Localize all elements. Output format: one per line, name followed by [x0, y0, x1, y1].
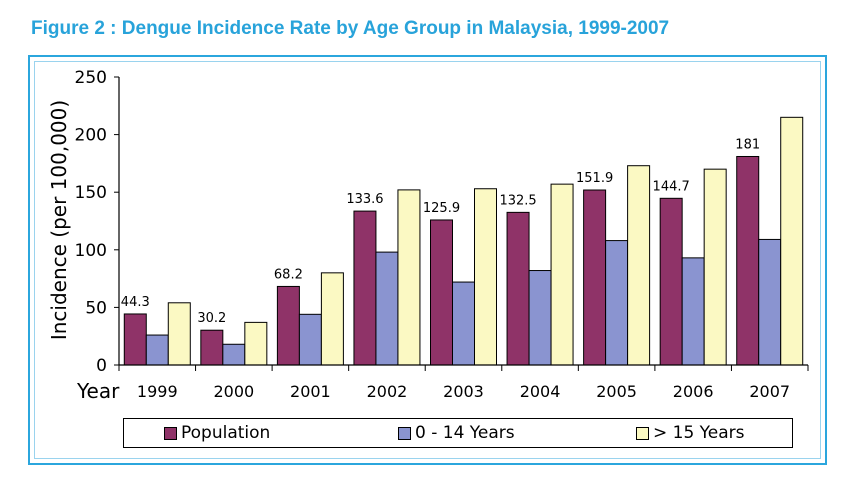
- bar-0-14-years-2007: [758, 238, 782, 366]
- y-tick-label-250: 250: [75, 68, 107, 88]
- bar-0-14-years-2006: [681, 257, 705, 366]
- legend-item-population: Population: [164, 423, 270, 443]
- data-label-2006: 144.7: [653, 179, 690, 194]
- data-label-2004: 132.5: [499, 193, 536, 208]
- x-tick-label-2005: 2005: [596, 382, 637, 401]
- legend-item-over-15-years: > 15 Years: [636, 423, 745, 443]
- bar-15-years-2005: [627, 165, 651, 366]
- bar-population-2007: [736, 155, 760, 366]
- bar-0-14-years-2005: [605, 240, 629, 366]
- bar-population-2000: [200, 329, 224, 366]
- bar-15-years-2004: [550, 183, 574, 366]
- x-tick-label-1999: 1999: [137, 382, 178, 401]
- y-tick-label-0: 0: [96, 356, 107, 376]
- y-axis-label: Incidence (per 100,000): [47, 100, 71, 340]
- bar-0-14-years-1999: [145, 334, 169, 366]
- bar-population-2004: [506, 211, 530, 366]
- data-label-2007: 181: [735, 137, 760, 152]
- bar-population-2001: [276, 285, 300, 366]
- legend-label-over-15-years: > 15 Years: [653, 423, 745, 443]
- y-tick-label-150: 150: [75, 183, 107, 203]
- y-tick-label-100: 100: [75, 241, 107, 261]
- x-tick-label-2006: 2006: [673, 382, 714, 401]
- bar-15-years-2002: [397, 189, 421, 366]
- data-label-2001: 68.2: [274, 267, 303, 282]
- bar-15-years-2000: [244, 321, 268, 366]
- data-label-2005: 151.9: [576, 171, 613, 186]
- x-tick-label-2002: 2002: [367, 382, 408, 401]
- x-tick-label-2001: 2001: [290, 382, 331, 401]
- x-tick-label-2007: 2007: [749, 382, 790, 401]
- bar-15-years-2006: [703, 168, 727, 366]
- data-label-2000: 30.2: [197, 311, 226, 326]
- bar-population-2003: [430, 219, 453, 366]
- legend-item-0-14-years: 0 - 14 Years: [398, 423, 515, 443]
- bar-0-14-years-2004: [528, 270, 552, 366]
- legend-swatch-0-14-years: [398, 426, 411, 440]
- bar-15-years-2007: [780, 116, 804, 366]
- bar-15-years-2001: [320, 272, 344, 366]
- bar-15-years-1999: [167, 302, 191, 366]
- legend-swatch-over-15-years: [636, 426, 649, 440]
- x-axis-label: Year: [76, 379, 120, 403]
- figure-outer-border: [28, 55, 827, 465]
- data-label-2003: 125.9: [423, 201, 460, 216]
- bar-0-14-years-2001: [298, 313, 322, 366]
- chart-legend: Population 0 - 14 Years > 15 Years: [123, 418, 793, 448]
- data-label-1999: 44.3: [121, 295, 150, 310]
- bar-15-years-2003: [474, 188, 497, 366]
- bar-population-2006: [659, 197, 683, 366]
- y-tick-label-200: 200: [75, 126, 107, 146]
- figure-title: Figure 2 : Dengue Incidence Rate by Age …: [31, 18, 670, 39]
- legend-label-population: Population: [181, 423, 271, 443]
- legend-swatch-population: [164, 426, 177, 440]
- x-tick-label-2004: 2004: [520, 382, 561, 401]
- x-tick-label-2000: 2000: [213, 382, 254, 401]
- bar-0-14-years-2002: [375, 251, 399, 366]
- data-label-2002: 133.6: [346, 192, 383, 207]
- bar-0-14-years-2003: [452, 281, 475, 366]
- bar-population-2002: [353, 210, 377, 366]
- figure-inner-border: [34, 61, 821, 459]
- bar-population-2005: [583, 189, 607, 366]
- x-tick-label-2003: 2003: [443, 382, 484, 401]
- legend-label-0-14-years: 0 - 14 Years: [415, 423, 515, 443]
- bar-0-14-years-2000: [222, 343, 246, 366]
- bar-population-1999: [123, 313, 147, 366]
- y-tick-label-50: 50: [85, 298, 107, 318]
